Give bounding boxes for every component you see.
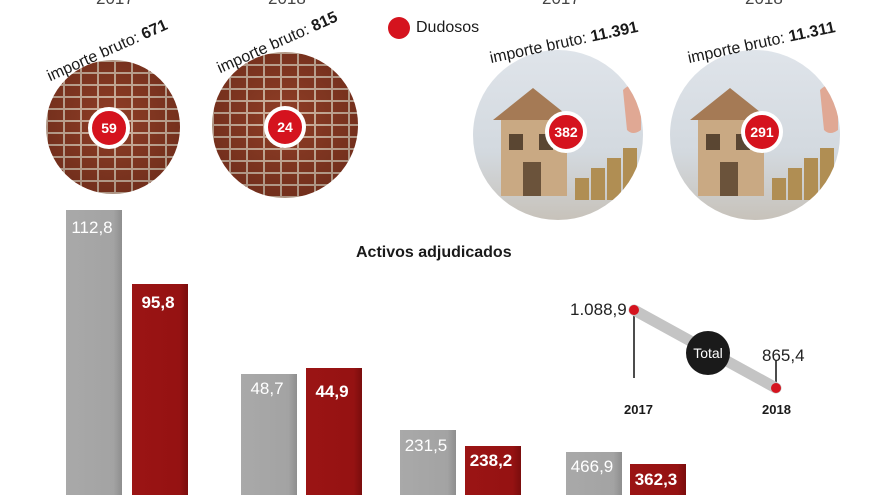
- top-year-2: 2018: [268, 0, 306, 9]
- total-point-2017: [629, 305, 639, 315]
- bar-label-red-4: 362,3: [634, 470, 678, 489]
- bar-label-red-2: 44,9: [315, 382, 349, 401]
- bar-label-gray-3: 231,5: [404, 436, 448, 455]
- bar-red-3: [465, 446, 521, 495]
- bar-red-4: [630, 464, 686, 495]
- bar-gray-1: [66, 210, 122, 495]
- bar-label-red-1: 95,8: [141, 293, 175, 312]
- top-year-1: 2017: [96, 0, 134, 9]
- bar-label-gray-2: 48,7: [250, 379, 284, 398]
- total-year-2017: 2017: [624, 402, 653, 417]
- bar-gray-2: [241, 374, 297, 495]
- bar-label-gray-4: 466,9: [570, 457, 614, 476]
- dudosos-badge-3: 382: [545, 111, 587, 153]
- bar-red-2: [306, 368, 362, 495]
- legend: Dudosos: [388, 16, 479, 40]
- total-year-2018: 2018: [762, 402, 791, 417]
- dudosos-badge-1: 59: [88, 107, 130, 149]
- top-year-3: 2017: [542, 0, 580, 9]
- legend-dot-icon: [388, 17, 410, 39]
- total-badge: Total: [686, 331, 730, 375]
- legend-label: Dudosos: [416, 19, 480, 36]
- chart-title: Activos adjudicados: [356, 244, 512, 261]
- bar-label-gray-1: 112,8: [71, 218, 113, 237]
- dudosos-badge-4: 291: [741, 111, 783, 153]
- bar-label-red-3: 238,2: [469, 451, 513, 470]
- total-point-2018: [771, 383, 781, 393]
- bar-gray-3: [400, 430, 456, 495]
- bar-red-1: [132, 284, 188, 495]
- total-value-2017: 1.088,9: [570, 300, 627, 319]
- top-year-4: 2018: [745, 0, 783, 9]
- total-value-2018: 865,4: [762, 346, 805, 365]
- dudosos-badge-2: 24: [264, 106, 306, 148]
- bar-gray-4: [566, 452, 622, 495]
